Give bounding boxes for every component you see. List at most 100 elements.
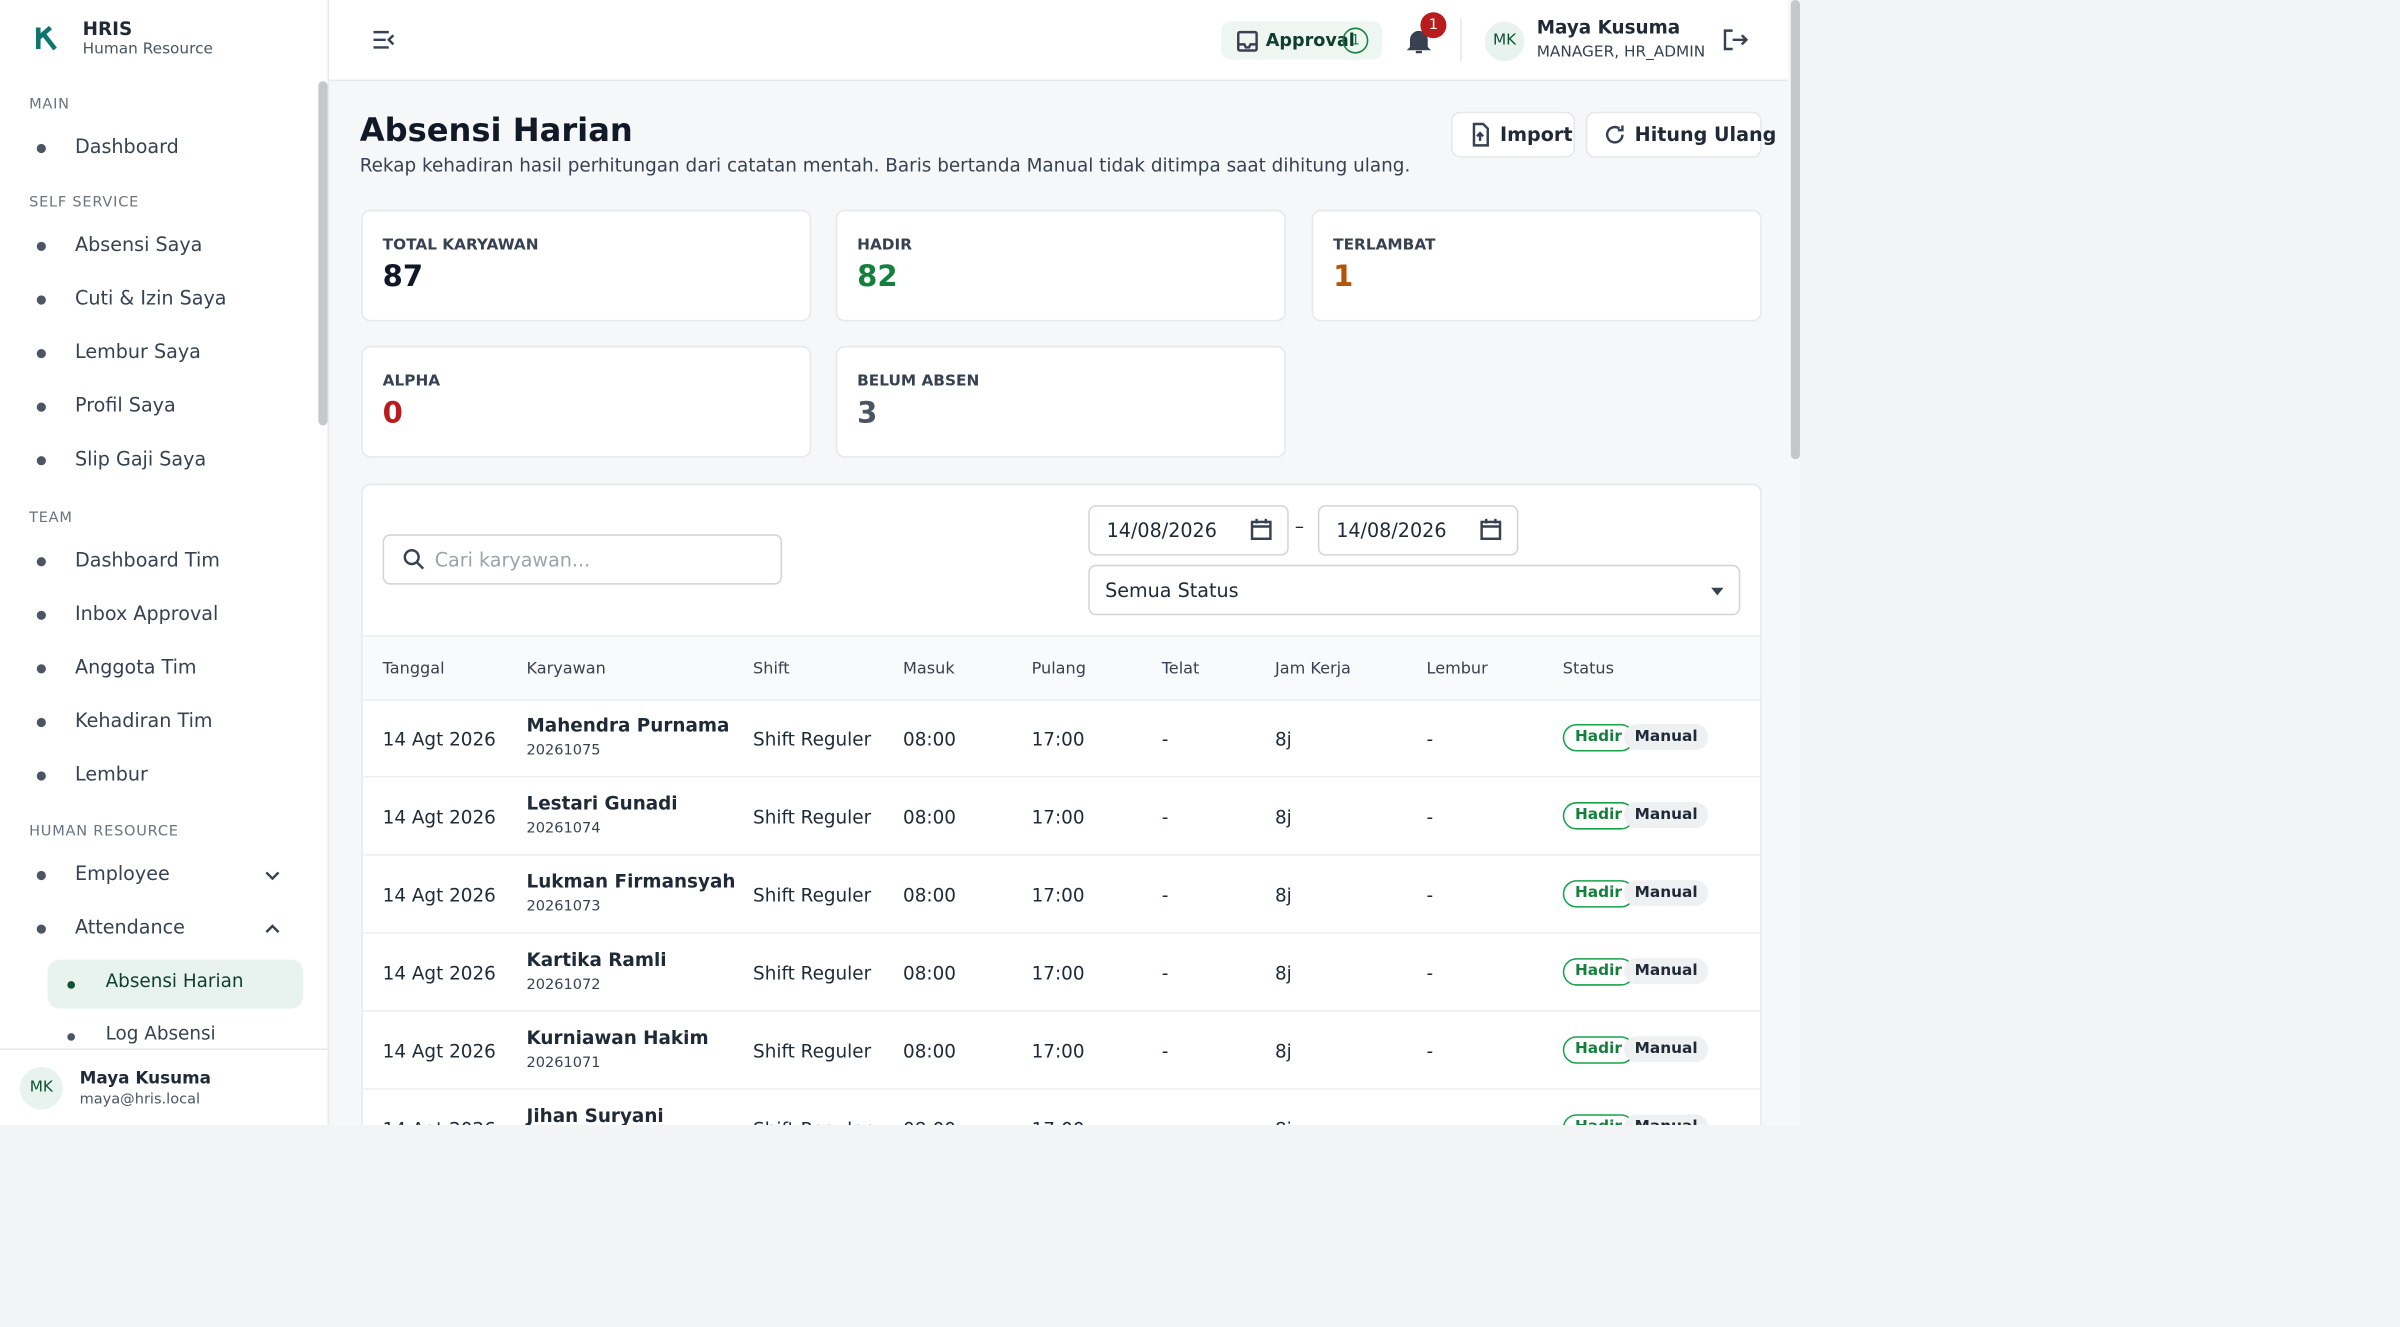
column-header: Masuk (903, 659, 955, 679)
search-icon (399, 545, 430, 576)
button-icon (1599, 119, 1630, 150)
employee-name: Kartika Ramli (526, 948, 667, 971)
section-title: HUMAN RESOURCE (29, 823, 179, 841)
nav-bullet (67, 1033, 75, 1041)
stat-label: BELUM ABSEN (857, 373, 980, 391)
nav-item[interactable]: Employee (74, 861, 170, 885)
nav-item[interactable]: Anggota Tim (74, 655, 197, 679)
avatar: MK (1484, 21, 1525, 62)
chevron[interactable] (257, 914, 288, 945)
section-title: SELF SERVICE (29, 194, 140, 212)
nav-item[interactable]: Cuti & Izin Saya (74, 286, 227, 310)
notification-badge: 1 (1420, 12, 1447, 39)
date-value: 14/08/2026 (1106, 518, 1217, 542)
table-row (362, 934, 1761, 1012)
status-select[interactable]: Semua Status (1088, 564, 1741, 616)
nav-item[interactable]: Attendance (74, 915, 185, 939)
nav-item[interactable]: Dashboard (74, 134, 179, 158)
table-row (362, 778, 1761, 856)
cell: 14 Agt 2026 (382, 806, 496, 829)
nav-item[interactable]: Dashboard Tim (74, 547, 220, 571)
date-separator: – (1294, 515, 1305, 538)
logout[interactable] (1719, 24, 1750, 55)
approval-button[interactable]: Approval 1 (1221, 21, 1383, 60)
employee-id: 20261071 (526, 1054, 601, 1072)
menu-toggle[interactable] (369, 24, 400, 55)
scrollbar-thumb (318, 81, 328, 426)
button-label: Hitung Ulang (1634, 122, 1777, 146)
table-card: Cari karyawan... 14/08/2026 14/08/2026 – Sem… (361, 483, 1762, 1125)
nav-bullet (36, 402, 46, 412)
cell: 08:00 (903, 806, 957, 829)
cell: Shift Reguler (753, 806, 872, 829)
nav-item[interactable]: Inbox Approval (74, 601, 219, 625)
employee-name: Lukman Firmansyah (526, 870, 736, 893)
cell: 14 Agt 2026 (382, 728, 496, 750)
button-icon (1465, 119, 1496, 150)
stat-value: 3 (857, 396, 878, 431)
cell: 08:00 (903, 1040, 957, 1063)
cell: 17:00 (1031, 962, 1085, 985)
action-button[interactable]: Import (1451, 111, 1575, 158)
nav-subitem[interactable]: Absensi Harian (105, 970, 244, 992)
brand-subtitle: Human Resource (82, 41, 213, 59)
active-item-bg (47, 959, 304, 1009)
column-header: Tanggal (382, 659, 445, 679)
column-header: Status (1562, 659, 1614, 679)
cell: 14 Agt 2026 (382, 1040, 496, 1063)
nav-bullet (36, 348, 46, 359)
cell: 17:00 (1032, 1119, 1085, 1125)
nav-item[interactable]: Lembur Saya (74, 339, 201, 363)
approval-count: 1 (1342, 27, 1369, 54)
nav-item[interactable]: Profil Saya (74, 393, 176, 417)
column-header: Karyawan (526, 659, 606, 679)
nav-bullet (36, 456, 46, 466)
tag-badge: Manual (1623, 1036, 1709, 1063)
employee-name: Jihan Suryani (526, 1105, 664, 1125)
cell: - (1161, 806, 1169, 829)
approval-label: Approval (1265, 29, 1355, 51)
table-head (362, 635, 1761, 702)
nav-bullet (36, 664, 46, 674)
column-header: Shift (753, 659, 790, 679)
nav-item[interactable]: Absensi Saya (74, 232, 203, 256)
user-email: maya@hris.local (79, 1091, 201, 1109)
date-input[interactable]: 14/08/2026 (1317, 505, 1519, 556)
cell: Shift Reguler (753, 728, 872, 750)
cell: 17:00 (1031, 728, 1085, 750)
stat-label: HADIR (857, 237, 912, 255)
app: HRIS Human Resource MAIN Dashboard SELF SERV… (0, 0, 1800, 1125)
action-button[interactable]: Hitung Ulang (1585, 111, 1776, 158)
stat-value: 0 (382, 396, 403, 431)
stat-card card: BELUM ABSEN 3 (835, 345, 1286, 458)
date-value: 14/08/2026 (1336, 518, 1447, 542)
stat-card card: TERLAMBAT 1 (1311, 209, 1762, 322)
employee-id: 20261072 (526, 976, 601, 994)
cell: 8j (1274, 884, 1292, 907)
employee-name: Mahendra Purnama (526, 714, 730, 737)
stat-value: 82 (857, 260, 898, 294)
cell: 17:00 (1031, 1040, 1085, 1063)
nav-item[interactable]: Lembur (74, 762, 148, 786)
cell: - (1161, 1040, 1169, 1063)
chevron[interactable] (257, 860, 288, 891)
search-input[interactable]: Cari karyawan... (382, 534, 783, 585)
column-header: Lembur (1426, 659, 1488, 679)
cell: 17:00 (1031, 806, 1085, 829)
nav-bullet (36, 924, 46, 934)
date-input[interactable]: 14/08/2026 (1088, 505, 1289, 556)
caret (1711, 587, 1724, 596)
column-header: Telat (1161, 659, 1200, 679)
cell: - (1426, 728, 1434, 750)
nav-item[interactable]: Slip Gaji Saya (74, 446, 207, 470)
employee-id: 20261075 (526, 742, 601, 760)
cell: - (1161, 884, 1169, 907)
calendar-icon (1475, 514, 1506, 545)
cell: Shift Reguler (753, 1040, 872, 1063)
sidebar-nav: MAIN Dashboard SELF SERVICE Absensi Saya Cut… (0, 81, 328, 1048)
user-name: Maya Kusuma (1536, 16, 1681, 39)
nav-item[interactable]: Kehadiran Tim (74, 708, 213, 732)
user-name: Maya Kusuma (79, 1068, 212, 1089)
nav-subitem[interactable]: Log Absensi (105, 1022, 216, 1044)
